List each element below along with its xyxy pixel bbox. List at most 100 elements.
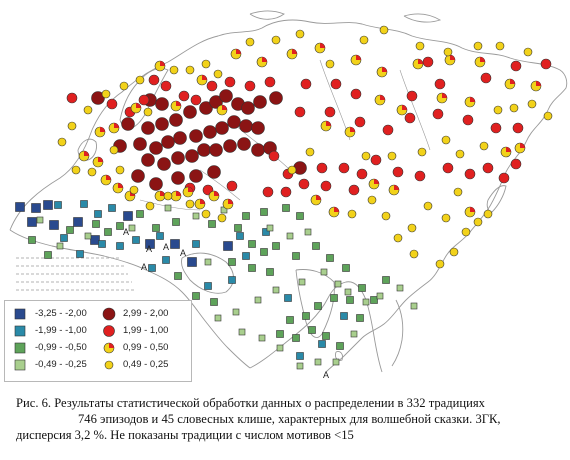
half-circle-marker: [470, 207, 475, 212]
map-label-a: A: [323, 370, 329, 380]
circle-marker: [171, 171, 185, 185]
circle-marker: [155, 97, 169, 111]
circle-marker: [57, 137, 67, 147]
circle-marker: [423, 201, 433, 211]
circle-marker: [382, 124, 394, 136]
circle-marker: [161, 135, 175, 149]
circle-marker: [455, 149, 465, 159]
circle-marker: [251, 121, 265, 135]
half-circle-marker: [106, 175, 111, 180]
square-symbol-icon: [14, 342, 26, 354]
circle-marker: [509, 103, 519, 113]
eurasia-map: A A A A A A: [9, 10, 568, 380]
square-marker: [76, 250, 84, 258]
half-circle-marker: [506, 147, 511, 152]
square-marker: [223, 241, 233, 251]
circle-marker: [498, 172, 510, 184]
circle-marker: [241, 101, 255, 115]
square-marker: [90, 235, 100, 245]
square-marker: [156, 232, 164, 240]
circle-marker: [269, 91, 283, 105]
circle-marker: [244, 80, 256, 92]
half-circle-marker: [236, 49, 241, 54]
circle-marker: [189, 129, 203, 143]
circle-marker: [295, 29, 305, 39]
circle-marker: [185, 199, 195, 209]
legend-label: 2,99 - 2,00: [123, 308, 169, 319]
circle-marker: [169, 65, 179, 75]
square-marker: [282, 204, 290, 212]
half-circle-symbol-icon: [103, 342, 115, 354]
square-marker: [304, 228, 312, 236]
square-marker: [98, 240, 106, 248]
circle-marker: [320, 180, 332, 192]
square-marker: [236, 232, 244, 240]
half-circle-marker: [214, 191, 219, 196]
map-label-a: A: [123, 227, 129, 237]
circle-marker: [330, 78, 342, 90]
legend-label: -1,99 - -1,00: [35, 325, 87, 336]
square-marker: [258, 334, 266, 342]
circle-marker: [87, 167, 97, 177]
square-marker: [192, 240, 200, 248]
circle-marker: [131, 169, 145, 183]
circle-marker: [415, 41, 425, 51]
half-circle-marker: [202, 75, 207, 80]
circle-marker: [325, 59, 335, 69]
circle-marker: [361, 151, 371, 161]
half-circle-marker: [480, 57, 485, 62]
legend-label: -0,49 - -0,25: [35, 359, 87, 370]
half-circle-marker: [316, 195, 321, 200]
legend-label: -0,99 - -0,50: [35, 342, 87, 353]
square-symbol-icon: [14, 308, 26, 320]
half-circle-marker: [98, 157, 103, 162]
circle-marker: [209, 143, 223, 157]
square-symbol-icon: [14, 359, 26, 371]
desert-hatch: [16, 257, 136, 291]
square-marker: [376, 292, 384, 300]
square-marker: [204, 258, 212, 266]
square-marker: [43, 200, 53, 210]
circle-marker: [201, 59, 211, 69]
circle-marker: [379, 25, 389, 35]
circle-marker: [226, 180, 238, 192]
circle-marker: [106, 98, 118, 110]
half-circle-marker: [536, 81, 541, 86]
half-circle-marker: [160, 191, 165, 196]
circle-marker: [449, 247, 459, 257]
circle-marker: [245, 37, 255, 47]
circle-marker: [169, 113, 183, 127]
legend: -3,25 - -2,00 -1,99 - -1,00 -0,99 - -0,5…: [4, 300, 192, 382]
square-marker: [358, 284, 366, 292]
circle-marker: [434, 78, 446, 90]
square-marker: [346, 296, 354, 304]
square-marker: [312, 242, 320, 250]
circle-marker: [183, 105, 197, 119]
half-circle-marker: [326, 121, 331, 126]
square-marker: [292, 252, 300, 260]
circle-marker: [268, 150, 280, 162]
circle-marker: [298, 178, 310, 190]
circle-marker: [350, 88, 362, 100]
circle-marker: [347, 209, 357, 219]
circle-marker: [149, 141, 163, 155]
circle-marker: [324, 106, 336, 118]
square-marker: [15, 202, 25, 212]
circle-marker: [356, 168, 368, 180]
half-circle-marker: [262, 57, 267, 62]
square-marker: [28, 236, 36, 244]
square-marker: [322, 332, 330, 340]
circle-marker: [435, 259, 445, 269]
square-marker: [308, 326, 316, 334]
half-circle-marker: [188, 187, 193, 192]
square-marker: [128, 224, 136, 232]
circle-marker: [209, 95, 223, 109]
square-marker: [284, 294, 292, 302]
circle-marker: [203, 125, 217, 139]
caption-line: дисперсия 3,2 %. Не показаны традиции с …: [16, 428, 354, 442]
half-circle-marker: [510, 79, 515, 84]
square-marker: [350, 330, 358, 338]
square-marker: [242, 252, 250, 260]
circle-marker: [143, 107, 153, 117]
circle-marker: [422, 56, 434, 68]
